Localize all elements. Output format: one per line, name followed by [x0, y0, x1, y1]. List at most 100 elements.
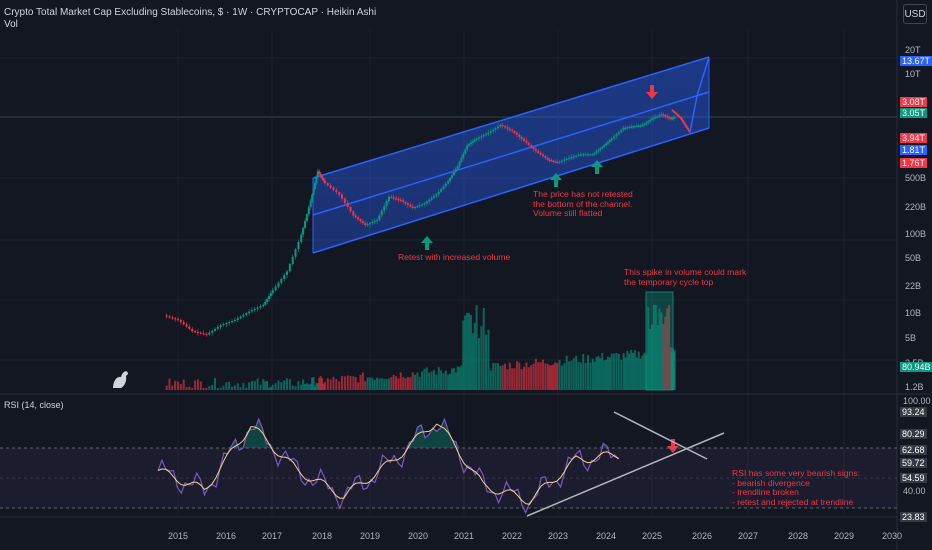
rsi-badge: 80.29	[900, 429, 927, 439]
volume-bar	[399, 372, 402, 390]
arrow-down-icon	[667, 439, 679, 453]
volume-bar	[530, 365, 533, 390]
arrow-up-icon	[550, 173, 562, 187]
price-tick-label: 50B	[905, 253, 922, 263]
volume-bar	[668, 305, 671, 390]
volume-bar	[222, 385, 225, 390]
time-axis-label: 2019	[359, 531, 381, 541]
volume-bar	[660, 312, 663, 390]
price-badge: 3.94T	[900, 133, 928, 143]
volume-spike-box[interactable]	[645, 291, 674, 391]
volume-bar	[537, 362, 540, 390]
volume-bar	[409, 377, 412, 390]
volume-bar	[392, 374, 395, 390]
volume-bar	[305, 383, 308, 390]
volume-bar	[304, 383, 307, 390]
volume-bar	[312, 377, 315, 390]
volume-bar	[383, 378, 386, 390]
volume-bar	[300, 384, 303, 390]
volume-bar	[177, 381, 179, 390]
rsi-badge: 93.24	[900, 407, 927, 417]
volume-bar	[179, 384, 182, 390]
volume-bar	[326, 378, 329, 390]
volume-bar	[319, 376, 322, 390]
time-axis-label: 2028	[787, 531, 809, 541]
volume-bar	[643, 352, 646, 390]
volume-bar	[492, 362, 495, 390]
volume-bar	[501, 365, 504, 390]
time-axis-label: 2021	[453, 531, 475, 541]
volume-bar	[406, 376, 409, 390]
volume-bar	[558, 359, 561, 390]
volume-bar	[591, 358, 594, 390]
volume-bar	[414, 374, 416, 390]
arrow-down-icon	[646, 85, 658, 99]
price-tick-label: 5B	[905, 333, 917, 343]
regression-channel[interactable]	[312, 56, 710, 254]
volume-bar	[442, 373, 445, 390]
volume-bar	[626, 350, 629, 390]
volume-bar	[302, 379, 305, 390]
volume-bar	[236, 383, 239, 390]
volume-bar	[283, 380, 286, 390]
time-axis-label: 2029	[833, 531, 855, 541]
volume-bar	[560, 365, 563, 390]
volume-bar	[554, 362, 557, 390]
volume-bar	[593, 361, 596, 390]
volume-bar	[208, 386, 211, 390]
volume-bar	[182, 379, 185, 390]
volume-bar	[599, 358, 602, 390]
price-badge: 1.76T	[900, 158, 928, 168]
volume-bar	[280, 382, 283, 390]
volume-bar	[390, 377, 393, 390]
time-axis-label: 2024	[595, 531, 617, 541]
price-tick-label: 100B	[905, 229, 927, 239]
volume-bar	[518, 362, 521, 390]
volume-bar	[468, 313, 471, 390]
volume-bar	[357, 382, 360, 390]
volume-bar	[546, 363, 549, 390]
volume-bar	[444, 370, 447, 390]
volume-bar	[259, 384, 262, 390]
volume-bar	[496, 362, 499, 390]
volume-bar	[624, 357, 627, 390]
volume-bar	[462, 320, 465, 390]
volume-bar	[165, 385, 168, 390]
volume-bar	[513, 368, 516, 390]
volume-bar	[225, 382, 228, 390]
volume-bar	[245, 387, 248, 390]
volume-bar	[233, 385, 236, 390]
rsi-badge: 59.72	[900, 458, 927, 468]
volume-bar	[291, 385, 294, 390]
volume-bar	[380, 378, 383, 390]
currency-button[interactable]: USD	[903, 4, 927, 24]
volume-bar	[552, 364, 555, 390]
volume-bar	[194, 380, 197, 390]
volume-bar	[471, 333, 474, 390]
volume-bar	[332, 376, 335, 390]
volume-bar	[423, 368, 426, 390]
price-tick-label: 500B	[905, 173, 927, 183]
volume-bar	[378, 378, 381, 390]
volume-bar	[487, 329, 490, 390]
volume-bar	[570, 360, 573, 390]
volume-bar	[647, 306, 650, 390]
volume-bar	[411, 372, 414, 390]
volume-bar	[485, 334, 488, 390]
volume-bar	[508, 362, 511, 390]
volume-bar	[277, 380, 280, 390]
volume-bar	[329, 379, 332, 390]
volume-bar	[371, 377, 374, 390]
volume-bar	[477, 338, 480, 390]
rsi-resistance-trendline[interactable]	[613, 411, 708, 460]
volume-bar	[456, 366, 459, 390]
volume-bar	[309, 383, 312, 390]
volume-bar	[550, 365, 553, 390]
projection-down-path[interactable]	[671, 109, 691, 133]
volume-bar	[421, 371, 424, 390]
volume-bar	[556, 363, 559, 390]
volume-bar	[464, 315, 467, 390]
rsi-support-trendline[interactable]	[526, 432, 725, 517]
rsi-pane[interactable]	[0, 417, 897, 515]
